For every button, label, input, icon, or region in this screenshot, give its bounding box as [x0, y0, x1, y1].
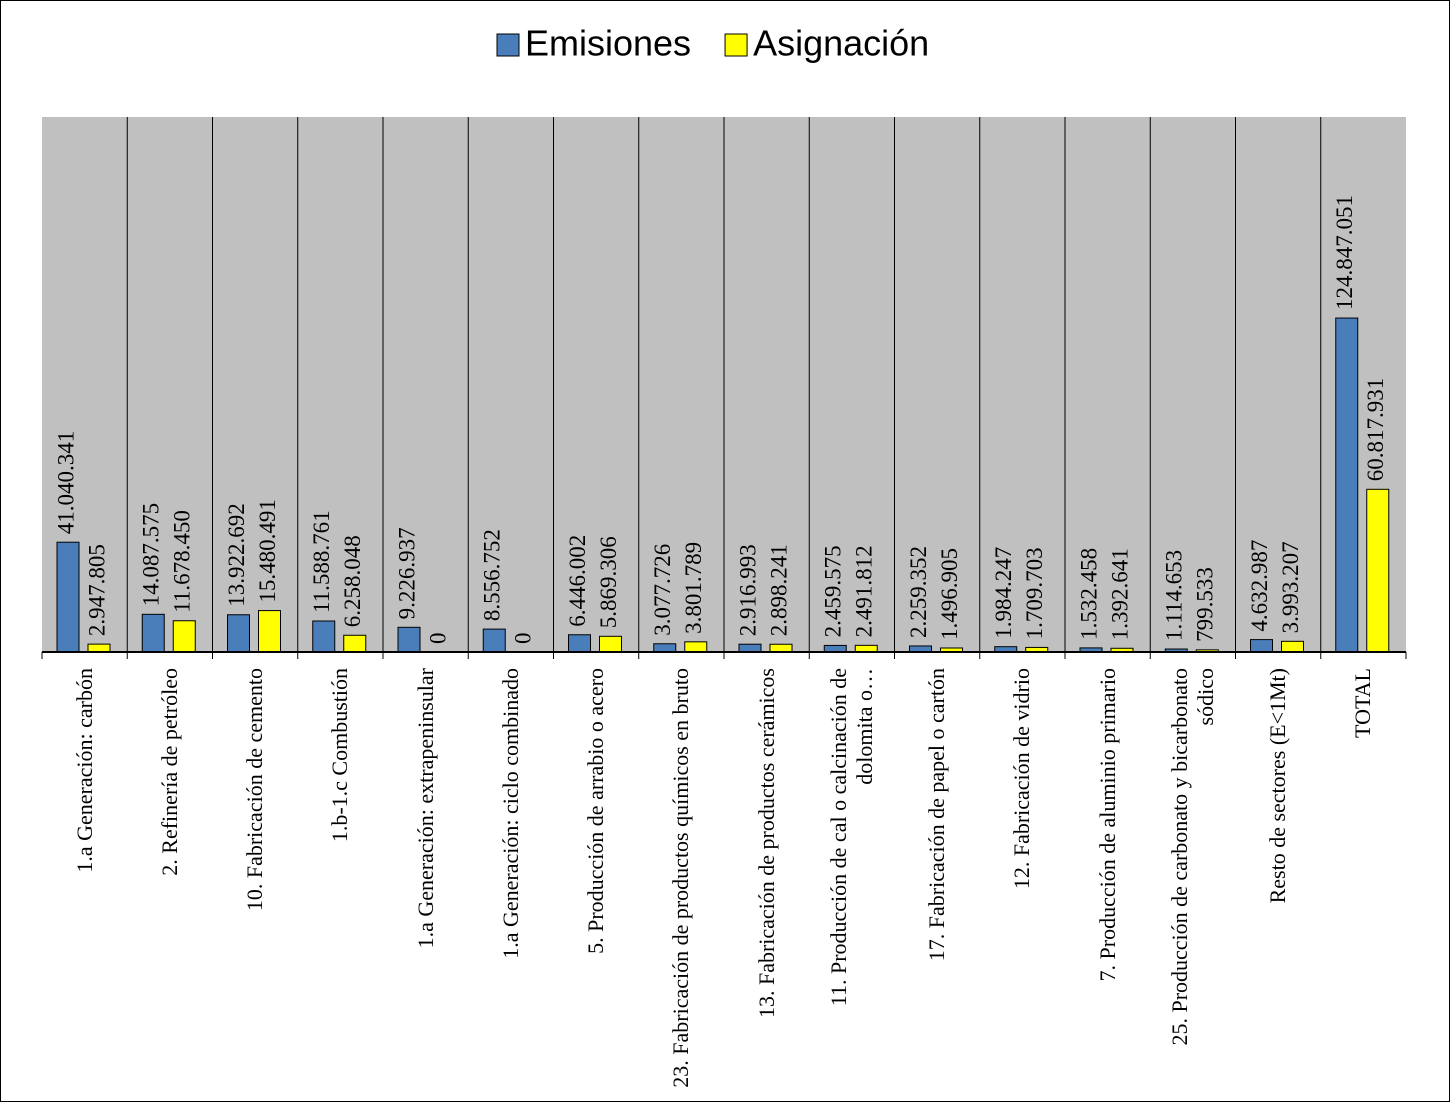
value-label: 5.869.306 [596, 536, 621, 628]
value-label: 11.588.761 [309, 510, 334, 613]
value-label: 2.916.993 [735, 544, 760, 636]
x-tick-label: 1.a Generación: extrapeninsular [412, 668, 438, 949]
x-tick-label: 11. Producción de cal o calcinación de d… [825, 668, 877, 1007]
value-label: 1.984.247 [991, 547, 1016, 639]
value-label: 6.446.002 [565, 535, 590, 627]
value-label: 9.226.937 [394, 527, 419, 619]
legend-swatch [724, 33, 748, 57]
value-label: 3.993.207 [1278, 541, 1303, 633]
x-tick-label: 25. Producción de carbonato y bicarbonat… [1166, 668, 1218, 1046]
bar [343, 634, 367, 653]
value-label: 14.087.575 [139, 503, 164, 607]
x-tick-label: 1.a Generación: carbón [71, 668, 97, 873]
x-tick-label: 5. Producción de arrabio o acero [583, 668, 609, 954]
value-label: 2.259.352 [906, 546, 931, 638]
value-label: 13.922.692 [224, 503, 249, 607]
bar [653, 643, 677, 653]
value-label: 1.114.653 [1162, 550, 1187, 641]
bar [1250, 639, 1273, 653]
x-tick-label: 17. Fabricación de papel o cartón [924, 668, 950, 962]
bar [56, 541, 80, 653]
value-label: 1.709.703 [1022, 547, 1047, 639]
bar [738, 643, 762, 653]
bar [258, 610, 281, 653]
value-label: 1.496.905 [937, 548, 962, 640]
value-label: 799.533 [1193, 567, 1218, 642]
bar [769, 643, 793, 653]
value-label: 3.801.789 [681, 542, 706, 634]
value-label: 124.847.051 [1332, 195, 1357, 310]
bar [172, 620, 196, 653]
x-tick-label: Resto de sectores (E<1Mt) [1265, 668, 1291, 904]
value-label: 2.898.241 [766, 544, 791, 636]
x-tick-label: 12. Fabricación de vidrio [1009, 668, 1035, 890]
bar [684, 641, 708, 653]
x-tick-label: 1.b-1.c Combustión [327, 668, 353, 843]
value-label: 3.077.726 [650, 544, 675, 636]
legend-label: Asignación [753, 23, 929, 64]
value-label: 8.556.752 [480, 529, 505, 621]
value-label: 0 [511, 633, 536, 645]
bar [141, 613, 165, 653]
value-label: 2.491.812 [852, 545, 877, 637]
bar [1335, 317, 1359, 653]
x-tick-label: 1.a Generación: ciclo combinado [497, 668, 523, 959]
value-label: 6.258.048 [340, 535, 365, 627]
x-tick-label: 23. Fabricación de productos químicos en… [668, 668, 694, 1088]
legend-label: Emisiones [525, 23, 691, 64]
value-label: 1.392.641 [1107, 548, 1132, 640]
value-label: 4.632.987 [1247, 540, 1272, 632]
bar [312, 620, 336, 653]
x-tick-label: 7. Producción de aluminio primario [1094, 668, 1120, 982]
value-label: 1.532.458 [1076, 548, 1101, 640]
x-tick-label: 10. Fabricación de cemento [242, 668, 268, 912]
legend-swatch [496, 33, 520, 57]
value-label: 2.459.575 [821, 545, 846, 637]
bar [87, 643, 111, 653]
bar [568, 634, 591, 653]
x-tick-label: 13. Fabricación de productos cerámicos [753, 668, 779, 1019]
bar [1366, 488, 1390, 653]
value-label: 41.040.341 [53, 431, 78, 535]
bar [599, 635, 622, 653]
bar [1281, 640, 1304, 653]
bar [227, 614, 250, 653]
x-tick-label: 2. Refinería de petróleo [156, 668, 182, 876]
value-label: 60.817.931 [1363, 378, 1388, 482]
bar [397, 626, 421, 653]
value-label: 2.947.805 [84, 544, 109, 636]
x-tick-label: TOTAL [1350, 668, 1376, 738]
value-label: 0 [425, 633, 450, 645]
value-label: 15.480.491 [255, 499, 280, 603]
bar [482, 628, 506, 653]
value-label: 11.678.450 [170, 510, 195, 613]
